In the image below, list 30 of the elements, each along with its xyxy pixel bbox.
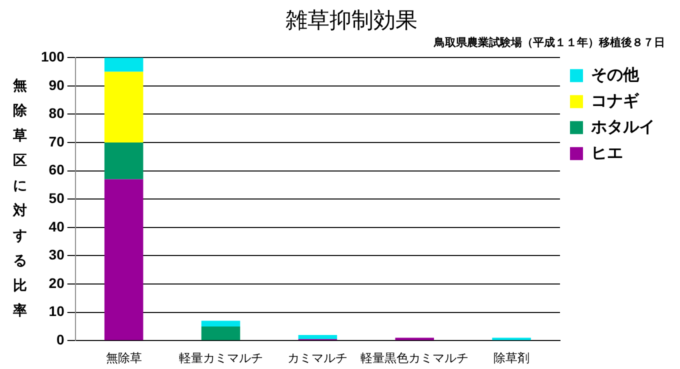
legend-label: ヒエ — [591, 145, 623, 162]
legend-label: ホタルイ — [590, 119, 655, 136]
y-tick-label: 70 — [48, 133, 65, 150]
y-tick-label: 50 — [48, 190, 65, 206]
x-tick-label: 除草剤 — [494, 351, 530, 366]
y-tick-label: 20 — [48, 274, 65, 291]
y-tick-label: 60 — [48, 162, 65, 178]
y-tick-label: 30 — [48, 246, 65, 263]
bar — [201, 326, 240, 340]
y-tick-label: 10 — [48, 303, 65, 320]
x-tick-label: カミマルチ — [288, 351, 348, 366]
bar — [298, 334, 338, 340]
text: 無除草区に対する比率 — [13, 78, 27, 320]
legend-label: その他 — [591, 66, 640, 84]
bar — [104, 142, 144, 180]
chart-subtitle: 鳥取県農業試験場（平成１１年）移植後８７日 — [433, 36, 665, 50]
x-tick-label: 軽量黒色カミマルチ — [360, 351, 469, 366]
bar — [201, 320, 240, 326]
legend-label: コナギ — [591, 92, 640, 110]
y-tick-label: 80 — [48, 105, 65, 122]
bar — [104, 58, 144, 72]
x-tick-label: 無除草 — [106, 351, 142, 366]
bar — [104, 72, 144, 142]
bar — [104, 179, 144, 340]
y-tick-label: 40 — [48, 218, 65, 234]
y-tick-label: 100 — [41, 48, 65, 64]
x-tick-label: 軽量カミマルチ — [178, 351, 263, 366]
y-tick-label: 0 — [56, 331, 65, 348]
chart-title: 雑草抑制効果 — [286, 7, 418, 32]
y-tick-label: 90 — [48, 76, 65, 93]
